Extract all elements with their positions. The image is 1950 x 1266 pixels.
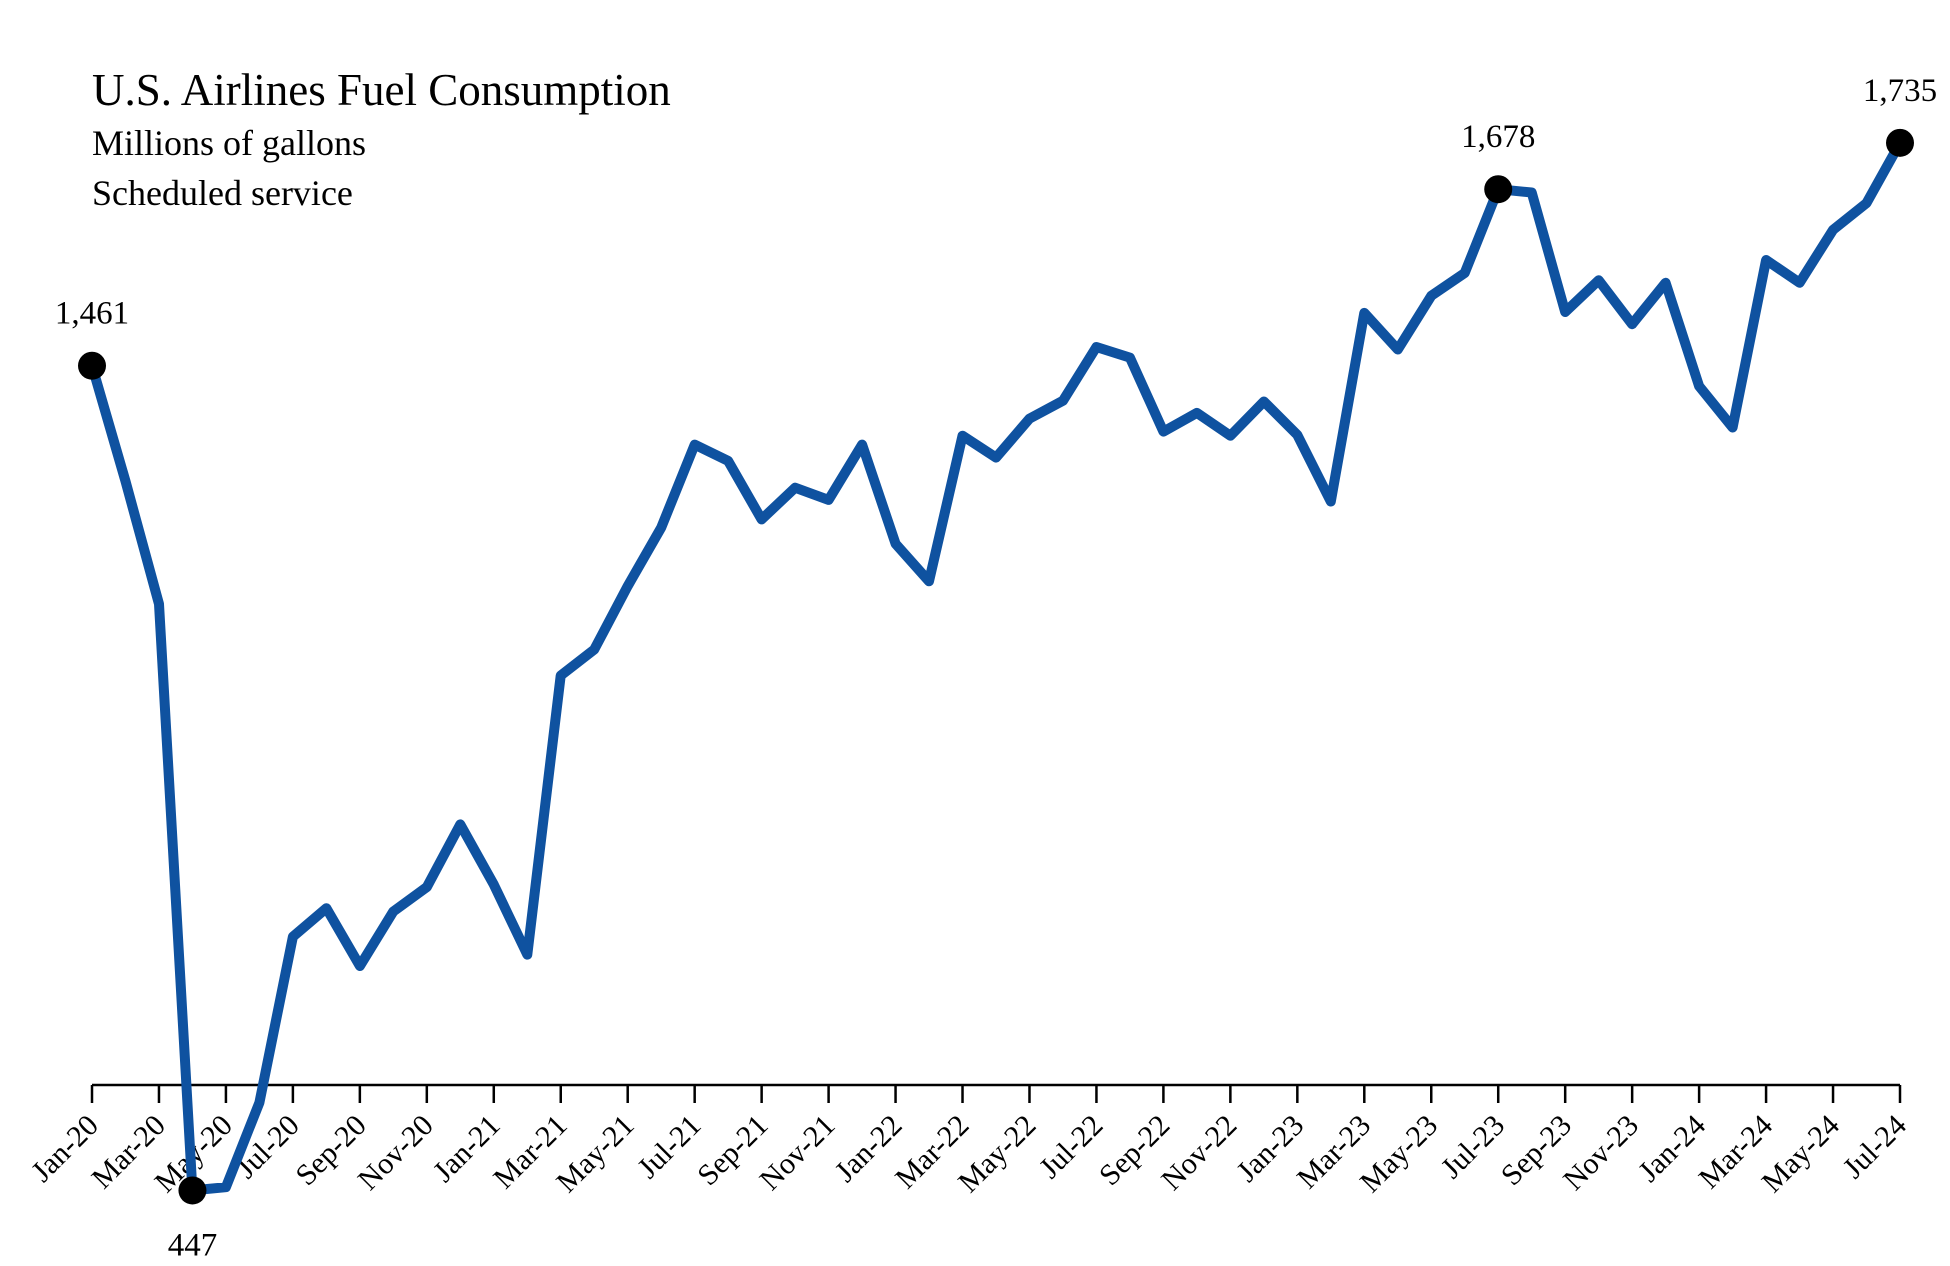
x-tick-label: Nov-22	[1155, 1109, 1243, 1197]
data-point-marker	[1886, 128, 1914, 157]
chart-subtitle-line-1: Millions of gallons	[92, 123, 366, 163]
data-label: 447	[168, 1227, 218, 1263]
data-point-marker	[78, 351, 106, 380]
x-tick-label: Nov-23	[1557, 1109, 1645, 1197]
chart-title: U.S. Airlines Fuel Consumption	[92, 65, 671, 115]
x-axis: Jan-20Mar-20May-20Jul-20Sep-20Nov-20Jan-…	[25, 1083, 1913, 1199]
x-tick-label: Nov-20	[352, 1109, 440, 1197]
x-tick-label: Nov-21	[753, 1109, 841, 1197]
data-label: 1,735	[1863, 73, 1937, 109]
chart-header: U.S. Airlines Fuel Consumption Millions …	[92, 65, 671, 213]
series-layer	[87, 137, 1905, 1196]
series-line	[87, 137, 1905, 1196]
chart-subtitle-line-2: Scheduled service	[92, 173, 353, 213]
x-tick-label: Jul-24	[1837, 1109, 1913, 1185]
data-label: 1,461	[55, 296, 129, 332]
data-point-marker	[1484, 175, 1513, 204]
data-point-marker	[178, 1176, 207, 1205]
data-label: 1,678	[1461, 119, 1535, 155]
